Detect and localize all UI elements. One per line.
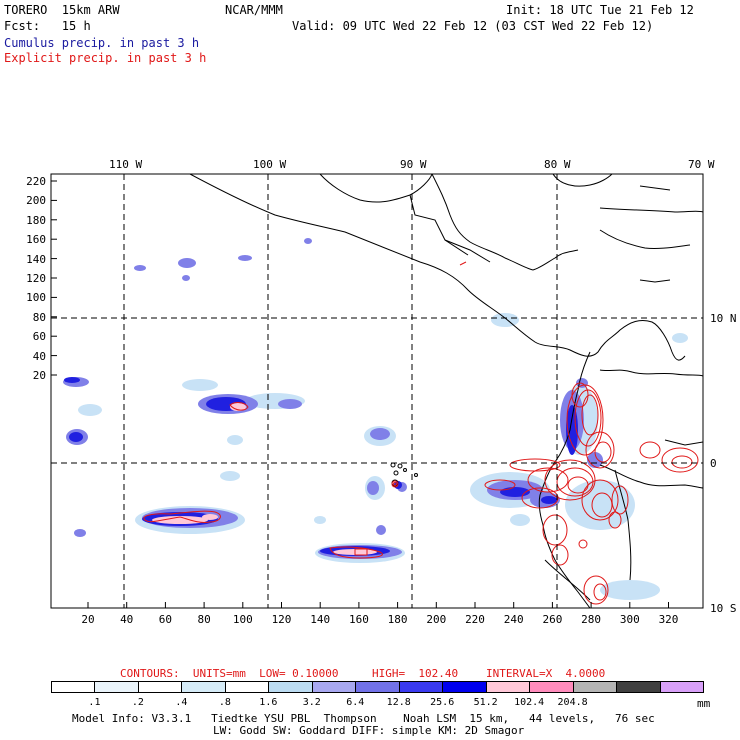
colorbar-label: .1 xyxy=(88,697,101,708)
lat-label-10s: 10 S xyxy=(710,602,737,615)
y-tick-label: 60 xyxy=(32,330,46,344)
very-heavy-precip-areas xyxy=(152,403,377,555)
lon-label-80w: 80 W xyxy=(544,158,571,171)
y-tick-label: 220 xyxy=(26,175,46,188)
y-tick-label: 100 xyxy=(26,291,46,305)
x-tick-label: 120 xyxy=(271,613,292,626)
y-tick-label: 200 xyxy=(26,194,46,208)
y-tick-label: 140 xyxy=(26,252,46,266)
x-tick-label: 240 xyxy=(503,613,524,626)
colorbar-label: 204.8 xyxy=(557,697,588,708)
x-tick-label: 320 xyxy=(658,613,679,626)
valid-time: Valid: 09 UTC Wed 22 Feb 12 (03 CST Wed … xyxy=(292,19,654,33)
colorbar-swatch xyxy=(485,681,531,693)
x-tick-label: 260 xyxy=(542,613,563,626)
x-tick-label: 20 xyxy=(81,613,95,626)
explicit-field-title: Explicit precip. in past 3 h xyxy=(4,51,207,65)
colorbar-label: .4 xyxy=(175,697,188,708)
x-tick-label: 160 xyxy=(348,613,369,626)
init-time: Init: 18 UTC Tue 21 Feb 12 xyxy=(506,3,694,17)
colorbar-unit: mm xyxy=(697,697,711,710)
colorbar-swatch xyxy=(268,681,313,693)
y-tick-label: 20 xyxy=(32,369,46,382)
y-tick-label: 120 xyxy=(26,272,46,285)
graticule xyxy=(51,174,703,608)
colorbar-swatch xyxy=(181,681,226,693)
x-tick-label: 100 xyxy=(232,613,253,626)
x-tick-label: 180 xyxy=(387,613,408,626)
model-info-line: Model Info: V3.3.1 Tiedtke YSU PBL Thomp… xyxy=(72,712,655,725)
axis-ticks xyxy=(51,180,669,608)
colorbar-swatch xyxy=(137,681,183,693)
colorbar-label: 51.2 xyxy=(473,697,498,708)
colorbar-label: 6.4 xyxy=(346,697,365,708)
colorbar-label: 25.6 xyxy=(430,697,455,708)
colorbar-label: 102.4 xyxy=(514,697,545,708)
x-tick-label: 140 xyxy=(310,613,331,626)
colorbar-swatch xyxy=(51,681,96,693)
contours-high-value: HIGH= 102.40 xyxy=(372,667,459,680)
colorbar-swatch xyxy=(572,681,618,693)
forecast-hour: Fcst: 15 h xyxy=(4,19,91,33)
lat-label-10n: 10 N xyxy=(710,312,737,325)
x-tick-label: 200 xyxy=(426,613,447,626)
explicit-precip-contours xyxy=(143,261,699,605)
map-frame xyxy=(50,173,704,609)
x-tick-label: 60 xyxy=(158,613,173,626)
colorbar-label: 12.8 xyxy=(386,697,411,708)
cumulus-field-title: Cumulus precip. in past 3 h xyxy=(4,36,200,50)
org-name: NCAR/MMM xyxy=(225,3,283,17)
contours-interval: INTERVAL=X 4.0000 xyxy=(486,667,606,680)
colorbar-swatch xyxy=(398,681,444,693)
coastlines xyxy=(189,174,703,608)
colorbar-swatch xyxy=(224,681,270,693)
colorbar-swatch xyxy=(311,681,357,693)
colorbar-swatch xyxy=(659,681,704,693)
colorbar-swatch xyxy=(529,681,574,693)
colorbar-label: 1.6 xyxy=(259,697,278,708)
colorbar-swatch xyxy=(616,681,661,693)
y-tick-label: 80 xyxy=(32,310,46,324)
colorbar-swatch xyxy=(355,681,400,693)
map-content xyxy=(51,174,703,608)
lat-label-0: 0 xyxy=(710,457,717,470)
y-tick-label: 180 xyxy=(26,213,46,227)
x-tick-label: 40 xyxy=(120,613,134,626)
lon-label-110w: 110 W xyxy=(109,158,143,171)
x-tick-label: 220 xyxy=(465,613,485,626)
y-tick-label: 160 xyxy=(26,233,46,247)
x-tick-label: 80 xyxy=(197,613,211,626)
colorbar-label: 3.2 xyxy=(302,697,321,708)
colorbar-swatch xyxy=(442,681,487,693)
lon-label-90w: 90 W xyxy=(400,158,427,171)
colorbar-label: .2 xyxy=(131,697,144,708)
colorbar-swatch xyxy=(94,681,139,693)
colorbar-label: .8 xyxy=(218,697,231,708)
physics-info-line: LW: Godd SW: Goddard DIFF: simple KM: 2D… xyxy=(213,724,525,737)
y-tick-label: 40 xyxy=(32,349,46,363)
x-tick-label: 280 xyxy=(581,613,602,626)
model-name: TORERO 15km ARW xyxy=(4,3,120,17)
lon-label-70w: 70 W xyxy=(688,158,715,171)
contours-units-info: CONTOURS: UNITS=mm LOW= 0.10000 xyxy=(120,667,339,680)
x-tick-label: 300 xyxy=(619,613,640,626)
lon-label-100w: 100 W xyxy=(253,158,287,171)
